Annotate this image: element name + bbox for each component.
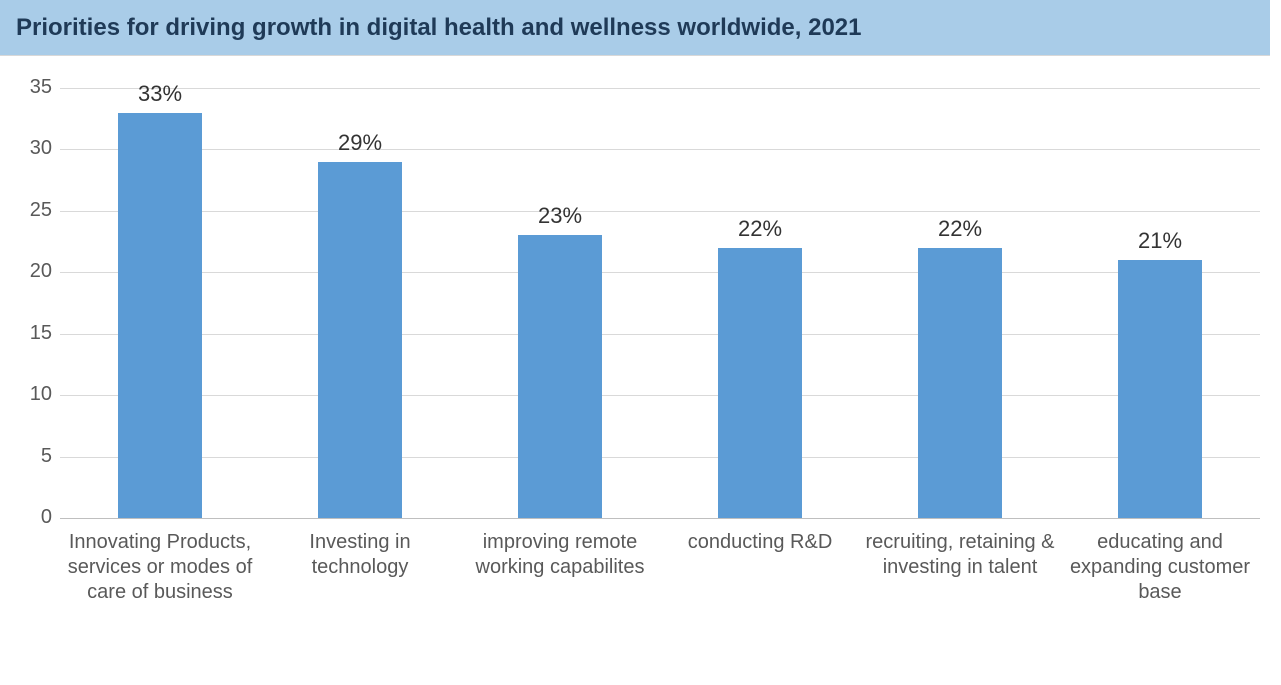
bar-value-label: 33% (60, 81, 260, 107)
grid-line (60, 395, 1260, 396)
bar (318, 162, 402, 518)
bar (518, 235, 602, 518)
x-category-label: Investing in technology (264, 530, 456, 580)
grid-line (60, 149, 1260, 150)
bar-value-label: 22% (860, 216, 1060, 242)
y-tick-label: 30 (6, 137, 52, 160)
chart-title-text: Priorities for driving growth in digital… (16, 14, 861, 41)
x-axis-line (60, 518, 1260, 519)
bar-value-label: 29% (260, 130, 460, 156)
bar (918, 248, 1002, 518)
bar-value-label: 22% (660, 216, 860, 242)
y-tick-label: 20 (6, 260, 52, 283)
x-category-label: improving remote working capabilites (464, 530, 656, 580)
grid-line (60, 334, 1260, 335)
x-category-label: Innovating Products, services or modes o… (64, 530, 256, 605)
y-tick-label: 15 (6, 322, 52, 345)
bar (718, 248, 802, 518)
chart-area: 0510152025303533%Innovating Products, se… (60, 88, 1260, 518)
plot-area: 0510152025303533%Innovating Products, se… (60, 88, 1260, 518)
grid-line (60, 457, 1260, 458)
x-category-label: conducting R&D (664, 530, 856, 555)
bar (1118, 260, 1202, 518)
x-category-label: recruiting, retaining & investing in tal… (864, 530, 1056, 580)
y-tick-label: 0 (6, 506, 52, 529)
bar (118, 113, 202, 518)
bar-value-label: 23% (460, 203, 660, 229)
x-category-label: educating and expanding customer base (1064, 530, 1256, 605)
y-tick-label: 10 (6, 383, 52, 406)
bar-value-label: 21% (1060, 228, 1260, 254)
grid-line (60, 211, 1260, 212)
y-tick-label: 35 (6, 76, 52, 99)
y-tick-label: 25 (6, 199, 52, 222)
chart-title-bar: Priorities for driving growth in digital… (0, 0, 1270, 56)
grid-line (60, 272, 1260, 273)
y-tick-label: 5 (6, 445, 52, 468)
